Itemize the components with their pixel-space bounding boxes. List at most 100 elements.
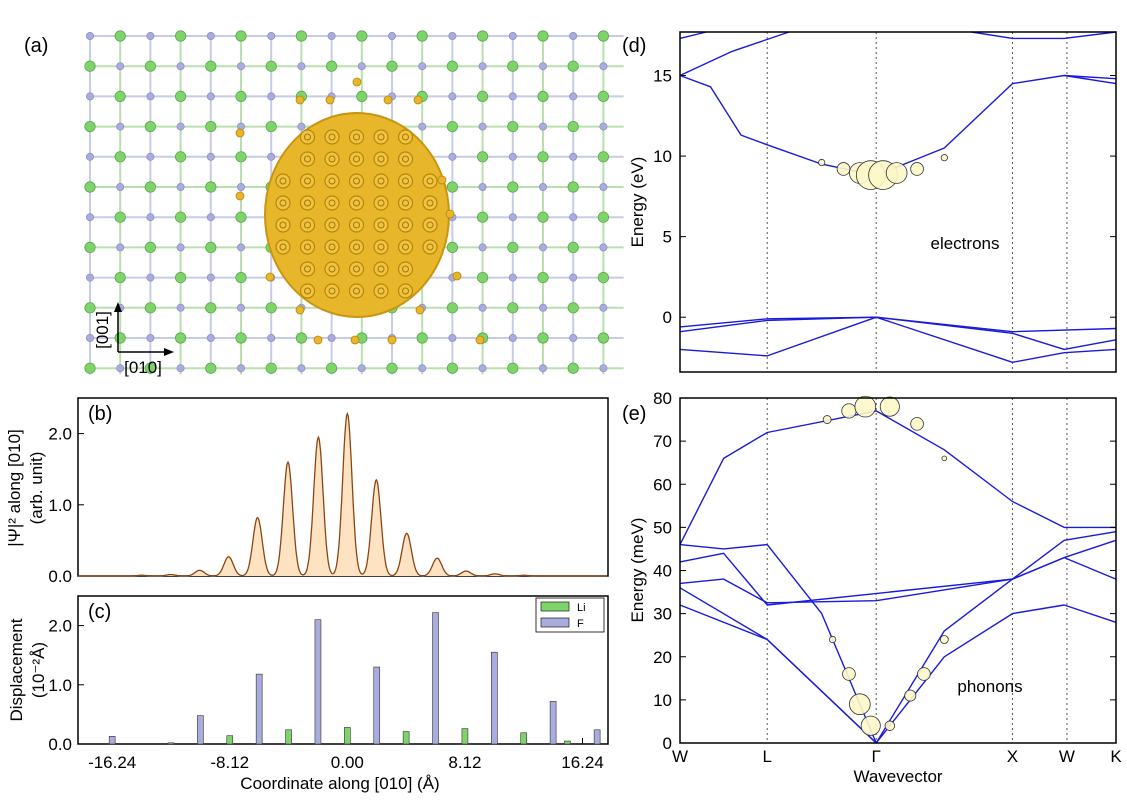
density-lobe-core <box>279 243 287 251</box>
f-atom <box>176 243 185 252</box>
f-atom <box>236 182 245 191</box>
e-band-line <box>679 539 1117 604</box>
f-atom <box>327 32 336 41</box>
li-atom <box>567 302 579 314</box>
axis-label-001: [001] <box>93 311 112 349</box>
f-atom <box>206 273 215 282</box>
li-atom <box>114 90 126 103</box>
panel-d-chart: 0 5 10 15 electrons Energy (eV) <box>628 31 1117 373</box>
e-weight-circle <box>842 667 856 681</box>
density-lobe-core <box>402 199 409 207</box>
panel-label-c: (c) <box>88 601 111 623</box>
f-atom <box>478 182 487 191</box>
li-atom <box>597 30 610 42</box>
density-lobe <box>324 283 340 299</box>
density-lobe <box>397 283 414 299</box>
li-atom <box>325 60 338 72</box>
e-weight-circle <box>841 403 857 419</box>
li-atom <box>416 332 428 344</box>
density-lobe-core <box>328 243 336 251</box>
f-atom <box>357 364 366 373</box>
e-ytick-label: 40 <box>653 562 672 581</box>
f-atom <box>599 303 608 312</box>
density-lobe-core <box>328 199 336 207</box>
e-ytick-label: 10 <box>653 691 672 710</box>
e-ytick-label: 60 <box>653 475 672 494</box>
d-weight-circle <box>885 162 908 184</box>
f-atom <box>508 273 517 282</box>
f-atom <box>418 122 427 131</box>
density-lobe <box>324 129 340 145</box>
li-atom <box>175 332 187 344</box>
density-lobe <box>275 217 291 233</box>
density-lobe-core <box>402 155 409 163</box>
f-atom <box>176 62 185 71</box>
f-atom <box>448 32 457 41</box>
density-satellite <box>387 335 397 345</box>
li-atom <box>446 241 458 253</box>
density-lobe <box>422 239 438 255</box>
bar-f <box>197 715 204 745</box>
bar-li <box>564 740 571 745</box>
f-atom <box>146 273 155 282</box>
density-lobe-core <box>328 177 336 185</box>
density-satellite <box>452 271 462 281</box>
f-atom <box>357 62 366 71</box>
panel-e-frame <box>679 397 1117 744</box>
li-atom <box>446 121 458 133</box>
bar-f <box>373 666 381 745</box>
density-lobe <box>348 239 365 255</box>
density-lobe <box>324 173 340 189</box>
li-atom <box>175 211 187 223</box>
li-atom <box>476 90 489 103</box>
f-atom <box>236 62 245 71</box>
density-lobe-core <box>328 133 336 141</box>
legend: Li F <box>535 597 605 633</box>
li-atom <box>446 181 458 193</box>
density-lobe-core <box>353 155 360 163</box>
density-lobe-core <box>402 287 409 295</box>
electrons-annotation: electrons <box>931 234 1000 253</box>
f-atom <box>478 243 487 252</box>
density-satellite <box>235 191 245 201</box>
li-atom <box>144 121 156 133</box>
density-lobe <box>275 239 291 255</box>
e-weight-circle <box>860 715 881 736</box>
li-atom <box>144 60 156 72</box>
f-atom <box>267 152 276 161</box>
axis-label-010: [010] <box>124 358 162 377</box>
li-atom <box>205 121 217 133</box>
d-band-line <box>971 31 1116 40</box>
density-lobe <box>299 283 316 299</box>
li-atom <box>144 302 156 314</box>
li-atom <box>567 181 579 193</box>
density-lobe <box>373 195 389 211</box>
li-atom <box>356 90 368 103</box>
panel-d-ylabel: Energy (eV) <box>628 157 647 248</box>
f-atom <box>236 364 245 373</box>
f-atom <box>448 333 457 342</box>
legend-label-li: Li <box>577 602 586 614</box>
e-ytick-label: 70 <box>653 432 672 451</box>
density-lobe <box>275 195 291 211</box>
f-atom <box>599 243 608 252</box>
panel-label-b: (b) <box>88 403 112 425</box>
e-weight-circle <box>939 635 949 644</box>
panel-c-frame <box>77 595 609 745</box>
density-lobe <box>397 217 414 233</box>
density-satellite <box>295 95 305 105</box>
f-atom <box>206 152 215 161</box>
e-weight-circle <box>884 720 896 731</box>
density-lobe-core <box>402 133 409 141</box>
panel-c-ytick-label: 2.0 <box>48 617 72 636</box>
panel-d-frame <box>679 31 1117 373</box>
e-kpoint-label: W <box>672 747 688 766</box>
density-satellite <box>383 95 393 105</box>
f-atom <box>267 333 276 342</box>
f-atom <box>569 152 578 161</box>
bar-f <box>167 742 175 745</box>
li-atom <box>235 211 247 223</box>
li-atom <box>144 362 156 374</box>
e-kpoint-label: K <box>1110 747 1122 766</box>
li-atom <box>114 271 126 284</box>
